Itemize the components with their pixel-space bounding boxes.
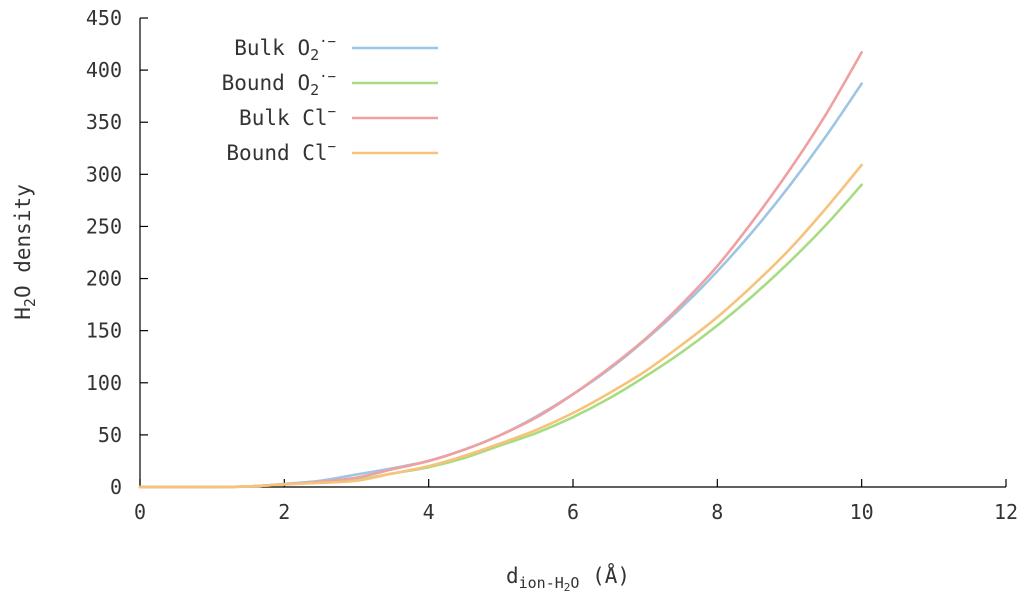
x-tick-label: 12	[994, 500, 1018, 524]
tick-group: 0 2 4 6 8 10 12 0 50 100 150 200 250 300 350 400 450	[86, 6, 1018, 524]
y-tick-label: 50	[98, 423, 122, 447]
x-tick-label: 8	[711, 500, 723, 524]
x-tick-label: 0	[134, 500, 146, 524]
y-tick-label: 250	[86, 214, 122, 238]
y-tick-label: 100	[86, 371, 122, 395]
legend: Bulk O2·− Bound O2·− Bulk Cl− Bound Cl−	[222, 34, 438, 165]
y-tick-label: 450	[86, 6, 122, 30]
series-line-bound-cl	[138, 163, 863, 489]
legend-label-bulk-cl: Bulk Cl−	[239, 104, 336, 130]
y-tick-label: 400	[86, 58, 122, 82]
x-tick-label: 6	[567, 500, 579, 524]
x-axis-title: dion-H2O (Å)	[506, 562, 630, 592]
y-tick-label: 350	[86, 110, 122, 134]
y-tick-label: 150	[86, 319, 122, 343]
x-tick-label: 4	[423, 500, 435, 524]
y-tick-label: 300	[86, 162, 122, 186]
y-tick-label: 200	[86, 267, 122, 291]
legend-label-bound-o2: Bound O2·−	[222, 69, 336, 99]
x-tick-label: 2	[278, 500, 290, 524]
y-axis-title: H2O density	[11, 184, 39, 319]
legend-label-bulk-o2: Bulk O2·−	[234, 34, 336, 64]
legend-label-bound-cl: Bound Cl−	[226, 139, 336, 165]
series-group	[138, 51, 863, 489]
y-tick-label: 0	[110, 475, 122, 499]
x-tick-label: 10	[850, 500, 874, 524]
